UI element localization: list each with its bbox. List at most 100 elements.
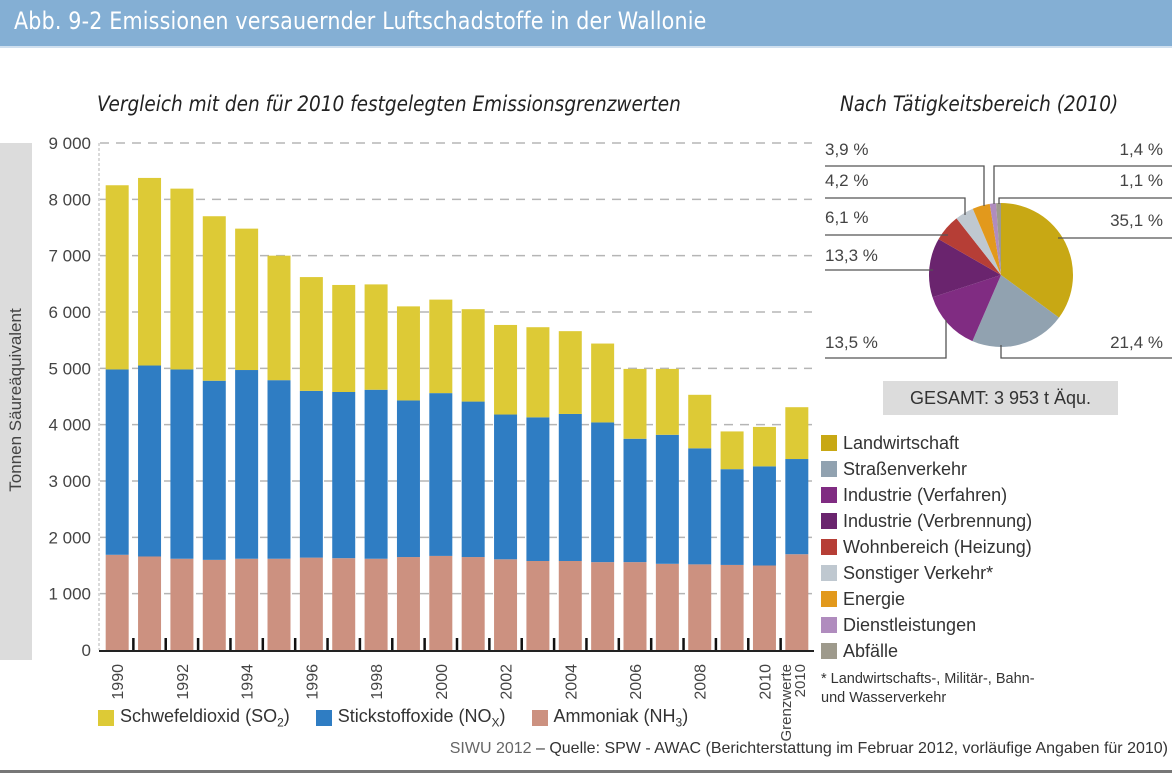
bar-segment xyxy=(138,556,162,650)
pie-legend-label: Industrie (Verbrennung) xyxy=(843,510,1033,531)
pie-legend-item: Wohnbereich (Heizung) xyxy=(821,534,1032,560)
x-tick-label: 1992 xyxy=(175,664,192,700)
pie-slice xyxy=(996,203,1001,275)
pie-slice xyxy=(929,239,1001,298)
pie-percent-labels: 35,1 % 21,4 % 13,5 % 13,3 % 6,1 % 4,2 % 3,9 % 1… xyxy=(825,140,1163,352)
bar-segment xyxy=(396,557,420,650)
x-tick-label: 1998 xyxy=(369,664,386,700)
bar-segment xyxy=(332,284,356,392)
bar-segment xyxy=(170,369,194,559)
bar-segment xyxy=(494,414,518,560)
bar-segment xyxy=(267,255,291,381)
x-tick-label: 2010 xyxy=(792,664,809,697)
y-tick-label: 9 000 xyxy=(48,134,91,153)
bar-segment xyxy=(688,564,712,650)
bar-segment xyxy=(235,228,259,371)
bar-chart: 0 1 000 2 000 3 000 4 000 5 000 6 000 7 000 8 00… xyxy=(48,134,814,742)
pie-legend-swatch xyxy=(821,461,837,477)
pie-legend-item: Industrie (Verbrennung) xyxy=(821,508,1032,534)
pie-leader-line xyxy=(993,165,1172,204)
bar-segment xyxy=(655,563,679,650)
bar-segment xyxy=(623,438,647,563)
x-tick-label: 2006 xyxy=(628,664,645,700)
legend-label-nox: Stickstoffoxide (NOX) xyxy=(337,706,506,730)
pie-percent-label: 6,1 % xyxy=(825,208,868,227)
pie-legend-label: Landwirtschaft xyxy=(843,432,960,453)
pie-legend-item: Energie xyxy=(821,586,1032,612)
y-tick-label: 1 000 xyxy=(48,585,91,604)
pie-leader-line xyxy=(825,165,985,206)
pie-percent-label: 13,3 % xyxy=(825,246,878,265)
pie-legend-swatch xyxy=(821,643,837,659)
pie-percent-label: 1,1 % xyxy=(1120,171,1163,190)
legend-swatch-so2 xyxy=(98,709,114,726)
bar-segment xyxy=(138,365,162,557)
pie-legend-swatch xyxy=(821,487,837,503)
pie-legend-label: Dienstleistungen xyxy=(843,614,977,635)
pie-legend-item: Abfälle xyxy=(821,638,1032,664)
bottom-rule xyxy=(0,770,1172,773)
pie-slices xyxy=(929,203,1073,347)
bar-segment xyxy=(396,306,420,401)
bar-segment xyxy=(105,369,129,555)
bar-segment xyxy=(396,400,420,558)
pie-legend-swatch xyxy=(821,539,837,555)
source-note: SIWU 2012 – Quelle: SPW - AWAC (Berichte… xyxy=(450,740,1168,758)
pie-legend-item: Sonstiger Verkehr* xyxy=(821,560,1032,586)
bar-segment xyxy=(461,309,485,402)
bar-segment xyxy=(364,558,388,650)
bar-segment xyxy=(202,380,226,560)
bar-segment xyxy=(105,185,129,370)
bar-segment xyxy=(720,469,744,565)
pie-legend-item: Landwirtschaft xyxy=(821,430,1032,456)
bar-segment xyxy=(688,448,712,565)
source-text: – Quelle: SPW - AWAC (Berichterstattung … xyxy=(531,740,1168,757)
bar-segment xyxy=(429,555,453,650)
bar-segment xyxy=(267,380,291,559)
pie-legend-swatch xyxy=(821,591,837,607)
pie-percent-label: 1,4 % xyxy=(1120,140,1163,159)
y-tick-label: 7 000 xyxy=(48,247,91,266)
bar-segment xyxy=(429,393,453,556)
bar-segment xyxy=(752,426,776,467)
bar-segment xyxy=(720,431,744,470)
x-tick-label: 2004 xyxy=(563,664,580,700)
bar-segment xyxy=(688,394,712,449)
pie-legend-label: Straßenverkehr xyxy=(843,458,968,479)
pie-percent-label: 3,9 % xyxy=(825,140,868,159)
x-tick-label: Grenzwerte xyxy=(778,664,795,742)
bar-segment xyxy=(138,177,162,366)
bar-segment xyxy=(526,327,550,418)
pie-slice xyxy=(956,208,1001,275)
bar-segment xyxy=(655,434,679,564)
bar-segment xyxy=(752,466,776,566)
pie-slice xyxy=(932,275,1001,342)
bar-chart-title: Vergleich mit den für 2010 festgelegten … xyxy=(97,92,681,116)
pie-legend-swatch xyxy=(821,565,837,581)
pie-percent-label: 4,2 % xyxy=(825,171,868,190)
bar-segment xyxy=(591,343,615,423)
bar-segment xyxy=(752,565,776,650)
bar-segment xyxy=(623,562,647,650)
x-tick-label: 2008 xyxy=(693,664,710,700)
bar-segment xyxy=(170,558,194,650)
y-tick-label: 2 000 xyxy=(48,528,91,547)
figure-header: Abb. 9-2 Emissionen versauernder Luftsch… xyxy=(0,0,1172,48)
pie-percent-label: 13,5 % xyxy=(825,333,878,352)
pie-footnote: * Landwirtschafts-, Militär-, Bahn- und … xyxy=(821,670,1035,708)
legend-swatch-nh3 xyxy=(531,709,548,726)
legend-item-so2: Schwefeldioxid (SO2) xyxy=(98,706,290,730)
bar-segment xyxy=(558,560,582,650)
bar-segment xyxy=(235,370,259,559)
bar-segment xyxy=(202,216,226,381)
legend-label-nh3: Ammoniak (NH3) xyxy=(553,706,689,730)
bar-segment xyxy=(105,554,129,650)
pie-legend-swatch xyxy=(821,513,837,529)
pie-legend-swatch xyxy=(821,435,837,451)
bar-segment xyxy=(299,557,323,650)
pie-total-label: GESAMT: 3 953 t Äqu. xyxy=(883,381,1118,415)
pie-leader-lines xyxy=(825,165,1172,359)
bar-segment xyxy=(591,422,615,563)
pie-legend: Landwirtschaft Straßenverkehr Industrie (V… xyxy=(821,430,1032,664)
pie-slice xyxy=(972,275,1059,347)
